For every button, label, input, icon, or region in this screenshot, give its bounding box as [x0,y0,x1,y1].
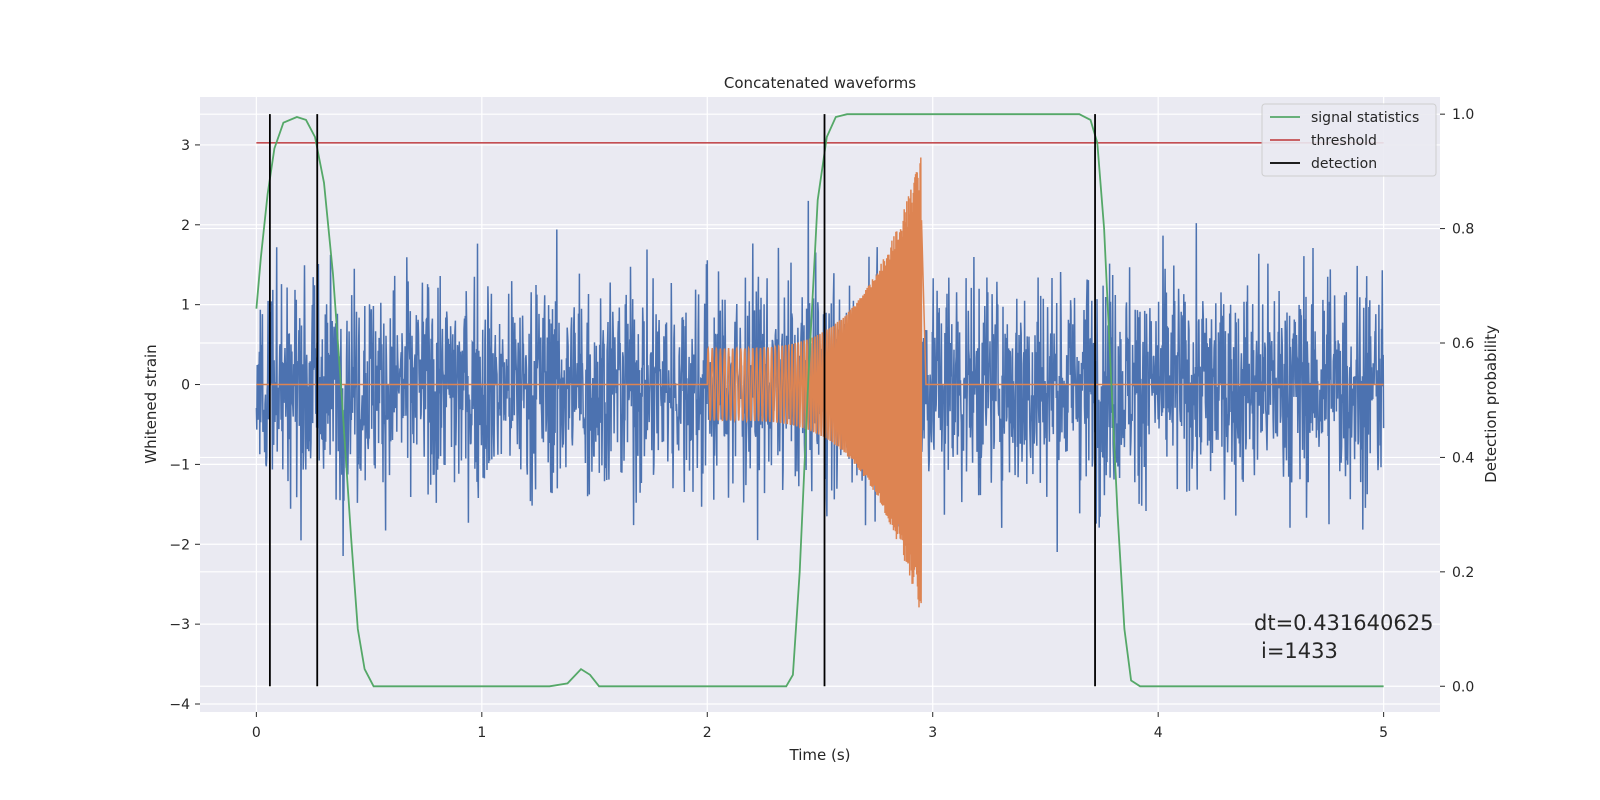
y2-tick-label: 0.8 [1452,222,1474,238]
tick-labels: 0 1 2 3 4 5 −4 −3 −2 −1 0 1 2 3 0.0 0.2 0.4 0.6 0.8 1.0 [169,107,1474,741]
y-axis-label: Whitened strain [142,344,160,463]
legend-box [1261,103,1437,177]
x-tick-label: 1 [477,725,486,741]
x-tick-label: 4 [1154,725,1163,741]
y2-tick-label: 0.4 [1452,450,1474,466]
y-tick-label: −2 [169,537,190,553]
y2-axis-label: Detection probability [1482,325,1500,483]
plot-series [255,113,1385,688]
x-tick-label: 0 [252,725,261,741]
y-tick-label: −4 [169,697,190,713]
x-axis-label: Time (s) [789,746,851,764]
y2-tick-label: 0.2 [1452,565,1474,581]
y2-tick-label: 0.6 [1452,336,1474,352]
chart-title: Concatenated waveforms [724,74,916,92]
legend-label-threshold: threshold [1311,133,1377,149]
x-tick-label: 5 [1379,725,1388,741]
legend: signal statistics threshold detection [1261,103,1437,177]
y-tick-label: −1 [169,457,190,473]
chirp-waveform-line [256,157,1384,608]
x-tick-label: 2 [703,725,712,741]
legend-label-signal-statistics: signal statistics [1311,110,1419,126]
y-tick-label: 3 [181,138,190,154]
y-tick-label: 0 [181,378,190,394]
x-tick-label: 3 [928,725,937,741]
annotation-dt: dt=0.431640625 [1254,611,1433,635]
y2-tick-label: 1.0 [1452,107,1474,123]
y2-tick-label: 0.0 [1452,679,1474,695]
y-tick-label: 1 [181,298,190,314]
y-tick-label: −3 [169,617,190,633]
signal-statistics-line [255,113,1384,688]
y-tick-label: 2 [181,218,190,234]
legend-label-detection: detection [1311,156,1377,172]
annotation-i: i=1433 [1261,639,1338,663]
